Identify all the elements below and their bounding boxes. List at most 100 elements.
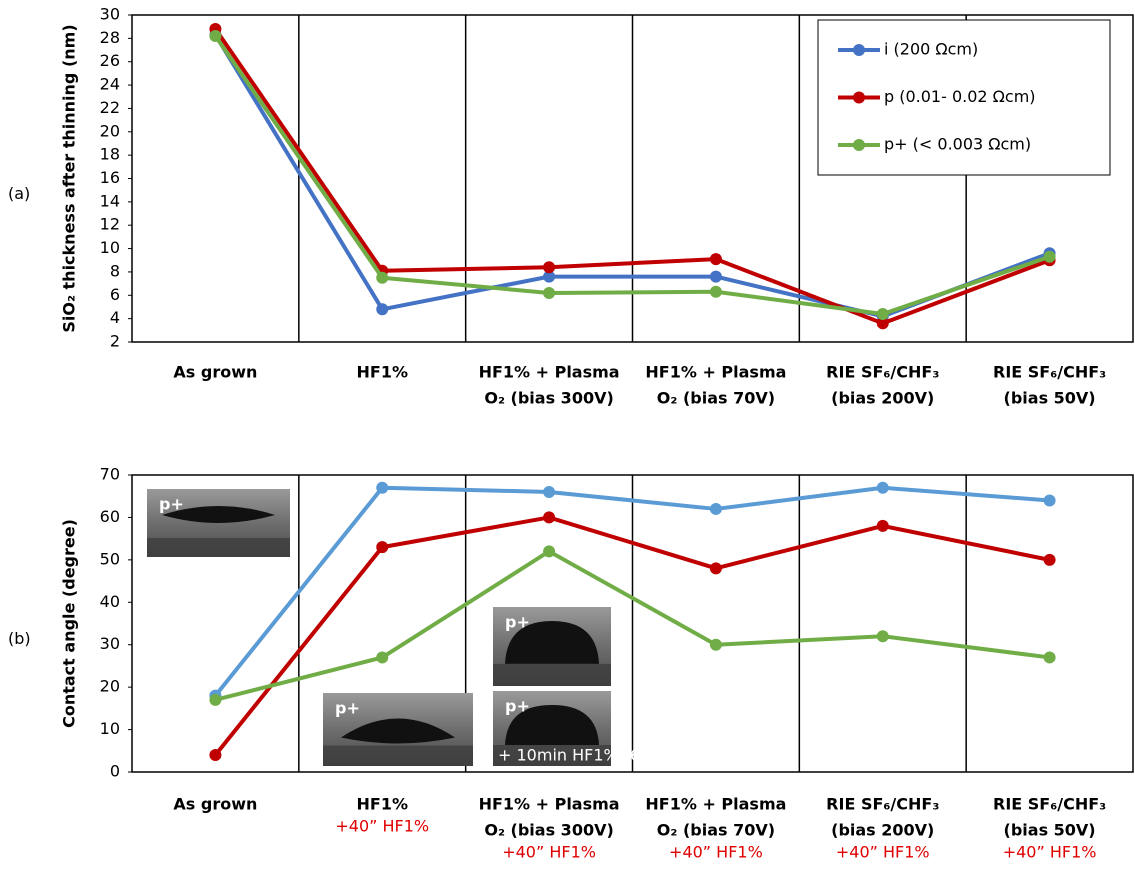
x-tick-label: RIE SF₆/CHF₃	[826, 795, 939, 814]
y-tick-label: 26	[100, 51, 120, 70]
y-axis-title: SiO₂ thickness after thinning (nm)	[60, 24, 79, 332]
y-tick-label: 20	[100, 677, 120, 696]
legend-marker	[853, 91, 865, 104]
x-tick-label: HF1% + Plasma	[645, 795, 786, 814]
data-point	[543, 270, 556, 283]
y-tick-label: 40	[100, 592, 120, 611]
droplet	[162, 506, 275, 523]
inset-caption: + 10min HF1% (63°)	[498, 746, 665, 765]
legend-label: p+ (< 0.003 Ωcm)	[884, 135, 1031, 154]
x-tick-label: O₂ (bias 70V)	[657, 821, 775, 840]
data-point	[543, 511, 556, 524]
x-tick-label: HF1%	[357, 795, 408, 814]
category-note: +40” HF1%	[669, 843, 763, 862]
x-tick-label: O₂ (bias 300V)	[484, 821, 613, 840]
data-point	[543, 286, 556, 299]
panel-label: (a)	[8, 184, 30, 203]
y-tick-label: 22	[100, 98, 120, 117]
data-point	[709, 638, 722, 651]
data-point	[876, 307, 889, 320]
x-tick-label: (bias 50V)	[1004, 821, 1096, 840]
data-point	[376, 481, 389, 494]
data-point	[543, 485, 556, 498]
data-point	[876, 630, 889, 643]
series-line	[213, 485, 1050, 697]
data-point	[876, 519, 889, 532]
y-tick-label: 60	[100, 507, 120, 526]
data-point	[709, 253, 722, 266]
data-point	[376, 303, 389, 316]
x-tick-label: RIE SF₆/CHF₃	[826, 363, 939, 382]
inset-label: p+	[159, 495, 184, 514]
legend-label: i (200 Ωcm)	[884, 40, 978, 59]
series-line	[213, 27, 1051, 326]
series-line	[214, 549, 1050, 702]
x-tick-label: (bias 50V)	[1004, 389, 1096, 408]
x-tick-label: HF1% + Plasma	[645, 363, 786, 382]
y-tick-label: 14	[100, 191, 120, 210]
series-line	[213, 515, 1050, 757]
y-tick-label: 24	[100, 75, 120, 94]
y-tick-label: 12	[100, 215, 120, 234]
data-point	[709, 562, 722, 575]
data-point	[876, 317, 889, 330]
inset-label: p+	[505, 613, 530, 632]
y-tick-label: 70	[100, 465, 120, 484]
droplet-image: p+	[147, 489, 290, 557]
y-tick-label: 8	[110, 261, 120, 280]
x-tick-label: O₂ (bias 300V)	[484, 389, 613, 408]
y-tick-label: 20	[100, 121, 120, 140]
droplet-image: p+	[323, 693, 473, 766]
substrate	[147, 537, 290, 557]
data-point	[209, 30, 222, 43]
data-point	[876, 481, 889, 494]
data-point	[209, 749, 222, 762]
legend-marker	[853, 139, 865, 151]
panel-label: (b)	[8, 629, 31, 648]
category-note: +40” HF1%	[335, 817, 429, 836]
x-tick-label: (bias 200V)	[831, 389, 934, 408]
data-point	[709, 285, 722, 298]
legend: i (200 Ωcm) p (0.01- 0.02 Ωcm) p+ (< 0.003…	[817, 19, 1111, 176]
x-tick-label: (bias 200V)	[831, 821, 934, 840]
data-point	[543, 545, 556, 558]
series-line	[213, 34, 1051, 316]
y-tick-label: 6	[110, 285, 120, 304]
substrate	[493, 663, 611, 686]
y-tick-label: 10	[100, 719, 120, 738]
y-tick-label: 30	[100, 634, 120, 653]
x-tick-label: RIE SF₆/CHF₃	[993, 795, 1106, 814]
x-tick-label: HF1% + Plasma	[479, 795, 620, 814]
data-point	[209, 693, 222, 706]
x-tick-label: HF1%	[357, 363, 408, 382]
y-tick-label: 16	[100, 168, 120, 187]
data-point	[709, 270, 722, 283]
data-point	[709, 502, 722, 515]
y-tick-label: 0	[110, 762, 120, 781]
data-point	[1043, 651, 1056, 664]
droplet-image: p+	[493, 607, 611, 686]
y-axis-title: Contact angle (degree)	[60, 519, 79, 728]
data-point	[376, 541, 389, 554]
y-tick-label: 30	[100, 5, 120, 24]
y-tick-label: 28	[100, 28, 120, 47]
category-note: +40” HF1%	[836, 843, 930, 862]
data-point	[376, 271, 389, 284]
data-point	[376, 651, 389, 664]
y-tick-label: 4	[110, 308, 120, 327]
droplet	[505, 705, 599, 745]
x-tick-label: HF1% + Plasma	[479, 363, 620, 382]
y-tick-label: 50	[100, 549, 120, 568]
droplet-image: p+ + 10min HF1% (63°)	[493, 691, 665, 766]
substrate	[493, 745, 611, 766]
x-tick-label: As grown	[173, 363, 257, 382]
category-note: +40” HF1%	[1003, 843, 1097, 862]
x-tick-label: As grown	[173, 795, 257, 814]
inset-label: p+	[505, 697, 530, 716]
x-tick-label: O₂ (bias 70V)	[657, 389, 775, 408]
data-point	[1043, 250, 1056, 263]
x-tick-label: RIE SF₆/CHF₃	[993, 363, 1106, 382]
y-tick-label: 10	[100, 238, 120, 257]
droplet	[505, 621, 599, 664]
